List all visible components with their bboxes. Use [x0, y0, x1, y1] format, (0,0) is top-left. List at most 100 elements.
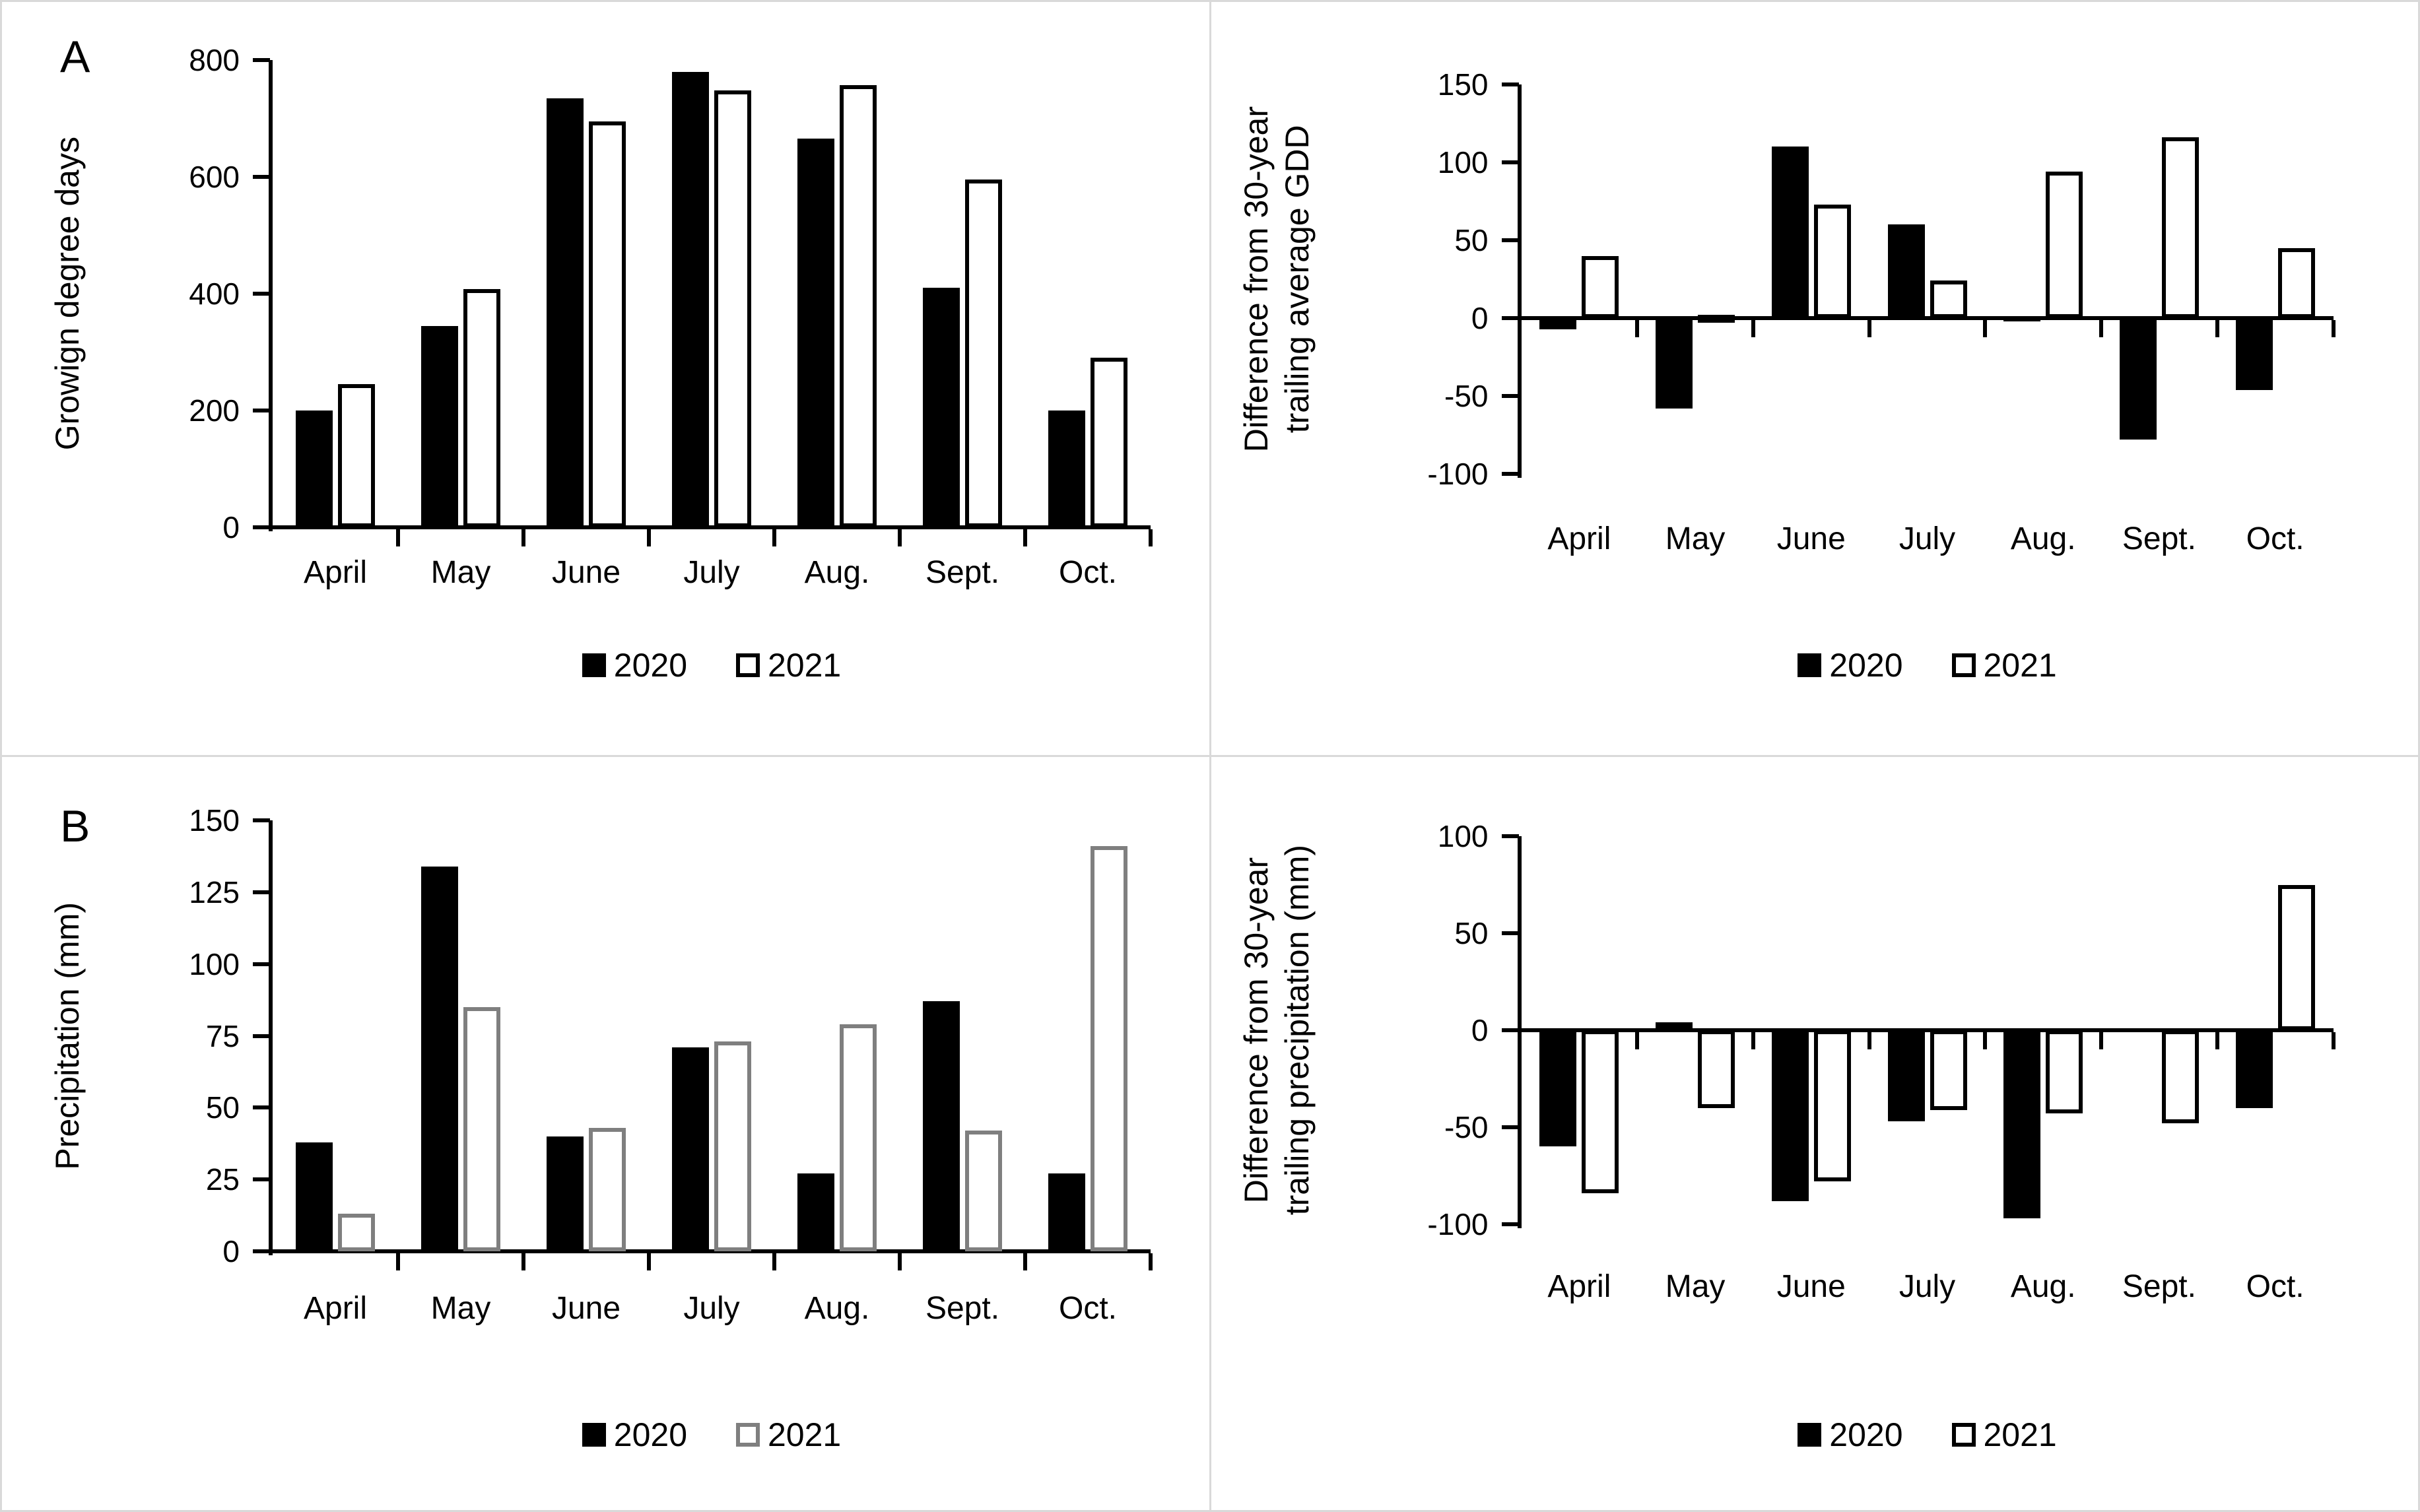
y-axis-tick — [253, 409, 270, 412]
y-axis-tick — [253, 890, 270, 894]
legend-label-2020: 2020 — [1829, 647, 1903, 684]
x-axis-category-label: April — [1547, 521, 1611, 556]
bar-2020-sept — [2119, 318, 2157, 440]
y-axis-title-text: Precipitation (mm) — [47, 902, 88, 1170]
x-axis-tick — [2099, 1032, 2104, 1049]
bar-2021-sept — [965, 180, 1002, 527]
bar-2021-oct — [2277, 884, 2315, 1030]
x-axis-tick — [1983, 320, 1988, 337]
y-axis-title-line: trailing average GDD — [1278, 125, 1316, 434]
legend-item-2020: 2020 — [582, 647, 687, 683]
legend-item-2021: 2021 — [1951, 1416, 2057, 1453]
bar-2021-aug — [2046, 1030, 2083, 1114]
bar-2021-may — [1698, 1030, 1735, 1108]
bar-2020-aug — [2003, 1030, 2041, 1219]
x-axis-category-label: Aug. — [2010, 521, 2076, 556]
legend-swatch-2020 — [1798, 653, 1822, 677]
x-axis-tick — [396, 1253, 400, 1270]
x-axis-category-label: Aug. — [804, 1291, 870, 1326]
x-axis-category-label: July — [1899, 521, 1956, 556]
x-axis-category-label: Oct. — [2246, 521, 2304, 556]
bar-2020-oct — [1048, 411, 1085, 527]
y-axis-tick-label: 150 — [1437, 67, 1489, 102]
panel-letter: A — [60, 32, 90, 82]
x-axis-tick — [1751, 320, 1755, 337]
bar-2021-may — [463, 1006, 500, 1251]
bar-2020-july — [1887, 224, 1925, 318]
y-axis-title-line: Difference from 30-year — [1237, 106, 1275, 453]
bar-2020-may — [1656, 1022, 1693, 1030]
x-axis-category-label: Oct. — [2246, 1269, 2304, 1304]
legend-item-2020: 2020 — [1798, 647, 1903, 684]
bar-2021-may — [463, 288, 500, 527]
x-axis-baseline — [1517, 1028, 2334, 1032]
legend-swatch-2021 — [736, 1423, 760, 1447]
x-axis-tick — [1867, 320, 1871, 337]
legend: 2020 2021 — [273, 1417, 1151, 1453]
y-axis-tick — [1501, 82, 1519, 86]
plot-area: -100 -50 0 50 100 150 April May June July Aug. Sept… — [1427, 67, 2336, 556]
bar-2020-oct — [2235, 318, 2273, 390]
bar-2021-aug — [840, 1024, 877, 1251]
x-axis-category-label: Aug. — [2010, 1269, 2076, 1304]
y-axis-title-line: trailing precipitation (mm) — [1278, 845, 1316, 1216]
y-axis-title-line: Growign degree days — [49, 137, 86, 451]
y-axis-title: Difference from 30-year trailing precipit… — [1221, 810, 1333, 1251]
y-axis-tick-label: 800 — [189, 43, 240, 77]
x-axis-tick — [1023, 529, 1027, 546]
bar-2020-oct — [2235, 1030, 2273, 1108]
y-axis-tick — [253, 1177, 270, 1182]
bar-2021-oct — [1091, 846, 1127, 1251]
bar-2021-july — [714, 90, 751, 527]
bar-2020-june — [1771, 147, 1809, 318]
legend-label-2021: 2021 — [1983, 647, 2057, 684]
bar-2020-sept — [923, 1001, 960, 1251]
y-axis-tick-label: 100 — [1437, 145, 1489, 180]
y-axis-tick-label: 50 — [205, 1090, 240, 1125]
y-axis-tick-label: 75 — [205, 1018, 240, 1053]
bar-2021-aug — [2046, 172, 2083, 318]
legend-swatch-2020 — [582, 653, 606, 677]
y-axis-tick-label: 0 — [1471, 301, 1489, 335]
x-axis-tick — [898, 529, 902, 546]
bar-2020-july — [672, 71, 709, 527]
y-axis-tick-label: 0 — [222, 1234, 240, 1268]
y-axis-title-text: Growign degree days — [47, 137, 88, 450]
legend-label-2021: 2021 — [1983, 1416, 2057, 1453]
x-axis-tick — [1751, 1032, 1755, 1049]
x-axis-tick — [2215, 320, 2219, 337]
x-axis-category-label: April — [303, 1291, 368, 1326]
x-axis-category-label: July — [683, 1291, 740, 1326]
bar-2020-april — [296, 411, 333, 527]
y-axis-tick-label: 0 — [222, 510, 240, 544]
legend-label-2020: 2020 — [1829, 1416, 1903, 1453]
y-axis-tick-label: 400 — [189, 277, 240, 311]
x-axis-category-label: July — [683, 555, 740, 590]
bar-2021-april — [338, 384, 375, 527]
legend-item-2021: 2021 — [1951, 647, 2057, 684]
legend: 2020 2021 — [273, 647, 1151, 683]
legend-item-2021: 2021 — [736, 647, 841, 683]
y-axis-tick — [253, 1034, 270, 1038]
x-axis-tick — [772, 529, 776, 546]
y-axis-tick — [253, 525, 270, 529]
x-axis-category-label: Aug. — [804, 555, 870, 590]
y-axis-tick-label: 50 — [1454, 916, 1489, 950]
x-axis-category-label: May — [1665, 521, 1726, 556]
legend-label-2021: 2021 — [768, 647, 842, 684]
x-axis-category-label: May — [430, 555, 491, 590]
legend-swatch-2021 — [736, 653, 760, 677]
x-axis-tick — [1149, 529, 1153, 546]
y-axis-tick-label: 100 — [189, 946, 240, 981]
bar-2020-sept — [923, 288, 960, 527]
panel-a-gdd-chart: A Growign degree days 0 200 400 600 800 April Ma… — [2, 2, 1209, 755]
bar-2021-aug — [840, 85, 877, 527]
x-axis-category-label: July — [1899, 1269, 1956, 1304]
bar-2020-aug — [797, 1173, 834, 1251]
y-axis-tick — [1501, 1125, 1519, 1129]
y-axis-tick-label: -100 — [1427, 1207, 1489, 1241]
y-axis-tick — [1501, 1222, 1519, 1226]
legend: 2020 2021 — [1522, 1417, 2334, 1453]
x-axis-tick — [1635, 320, 1640, 337]
y-axis-tick — [253, 962, 270, 966]
